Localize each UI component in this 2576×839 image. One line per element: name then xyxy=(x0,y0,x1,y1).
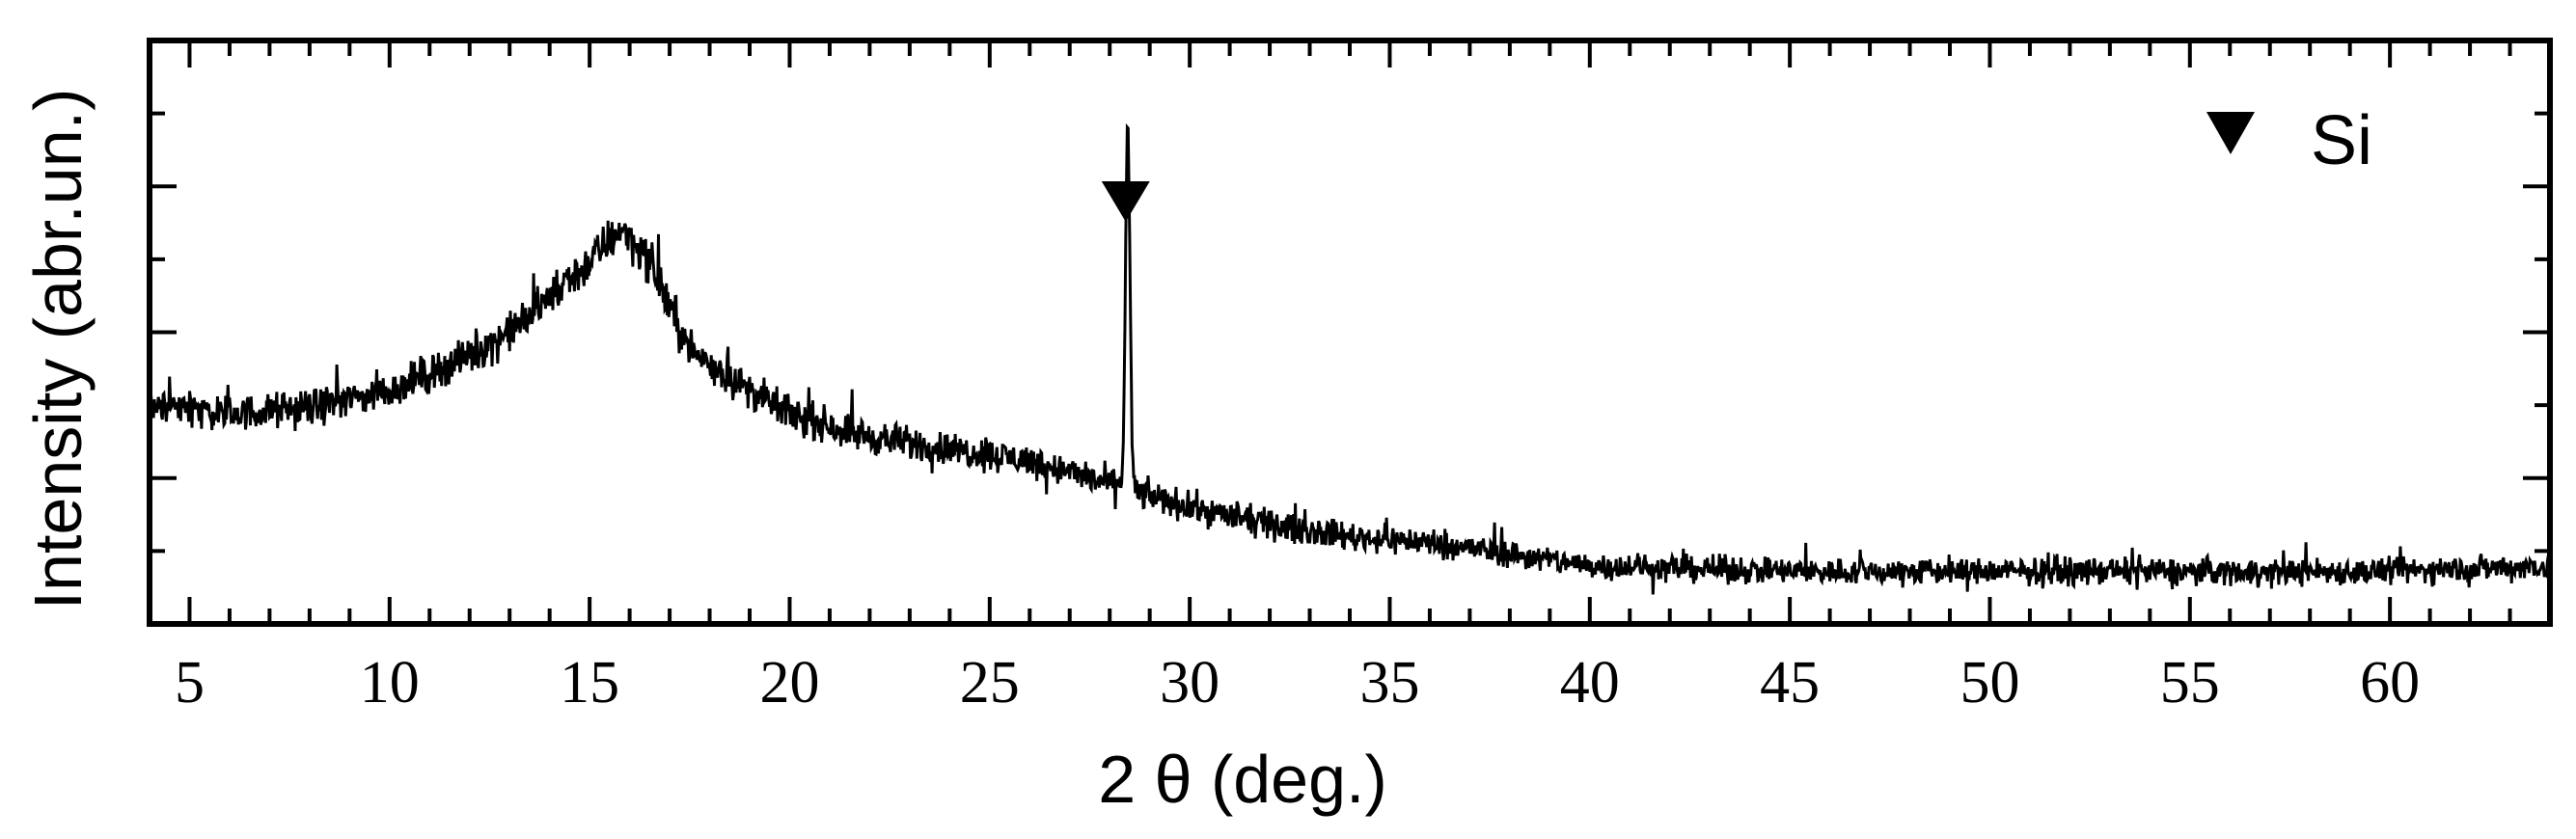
plot-area xyxy=(150,41,2550,624)
y-axis-title: Intensity (abr.un.) xyxy=(20,89,96,610)
legend-marker-down-triangle-icon xyxy=(2206,112,2255,154)
x-tick-label: 60 xyxy=(2360,650,2420,716)
legend: Si xyxy=(2206,102,2372,179)
x-axis-title: 2 θ (deg.) xyxy=(1098,742,1387,817)
x-tick-label: 10 xyxy=(360,650,420,716)
x-tick-label: 35 xyxy=(1359,650,1419,716)
x-tick-label: 50 xyxy=(1959,650,2019,716)
x-tick-label: 20 xyxy=(759,650,819,716)
plot-frame xyxy=(147,38,2553,627)
si-peak-marker-icon xyxy=(1101,181,1150,222)
x-tick-label: 5 xyxy=(175,650,205,716)
x-tick-label: 25 xyxy=(960,650,1020,716)
x-tick-labels: 5 10 15 20 25 30 35 40 45 50 55 60 xyxy=(175,650,2420,716)
x-tick-label: 30 xyxy=(1160,650,1219,716)
x-tick-label: 55 xyxy=(2160,650,2220,716)
x-tick-label: 45 xyxy=(1760,650,1820,716)
x-tick-label: 15 xyxy=(560,650,619,716)
data-layer xyxy=(148,122,2552,595)
x-tick-label: 40 xyxy=(1560,650,1620,716)
series-line xyxy=(148,122,2552,595)
legend-label-si: Si xyxy=(2311,102,2372,179)
annotations xyxy=(1101,181,1150,222)
